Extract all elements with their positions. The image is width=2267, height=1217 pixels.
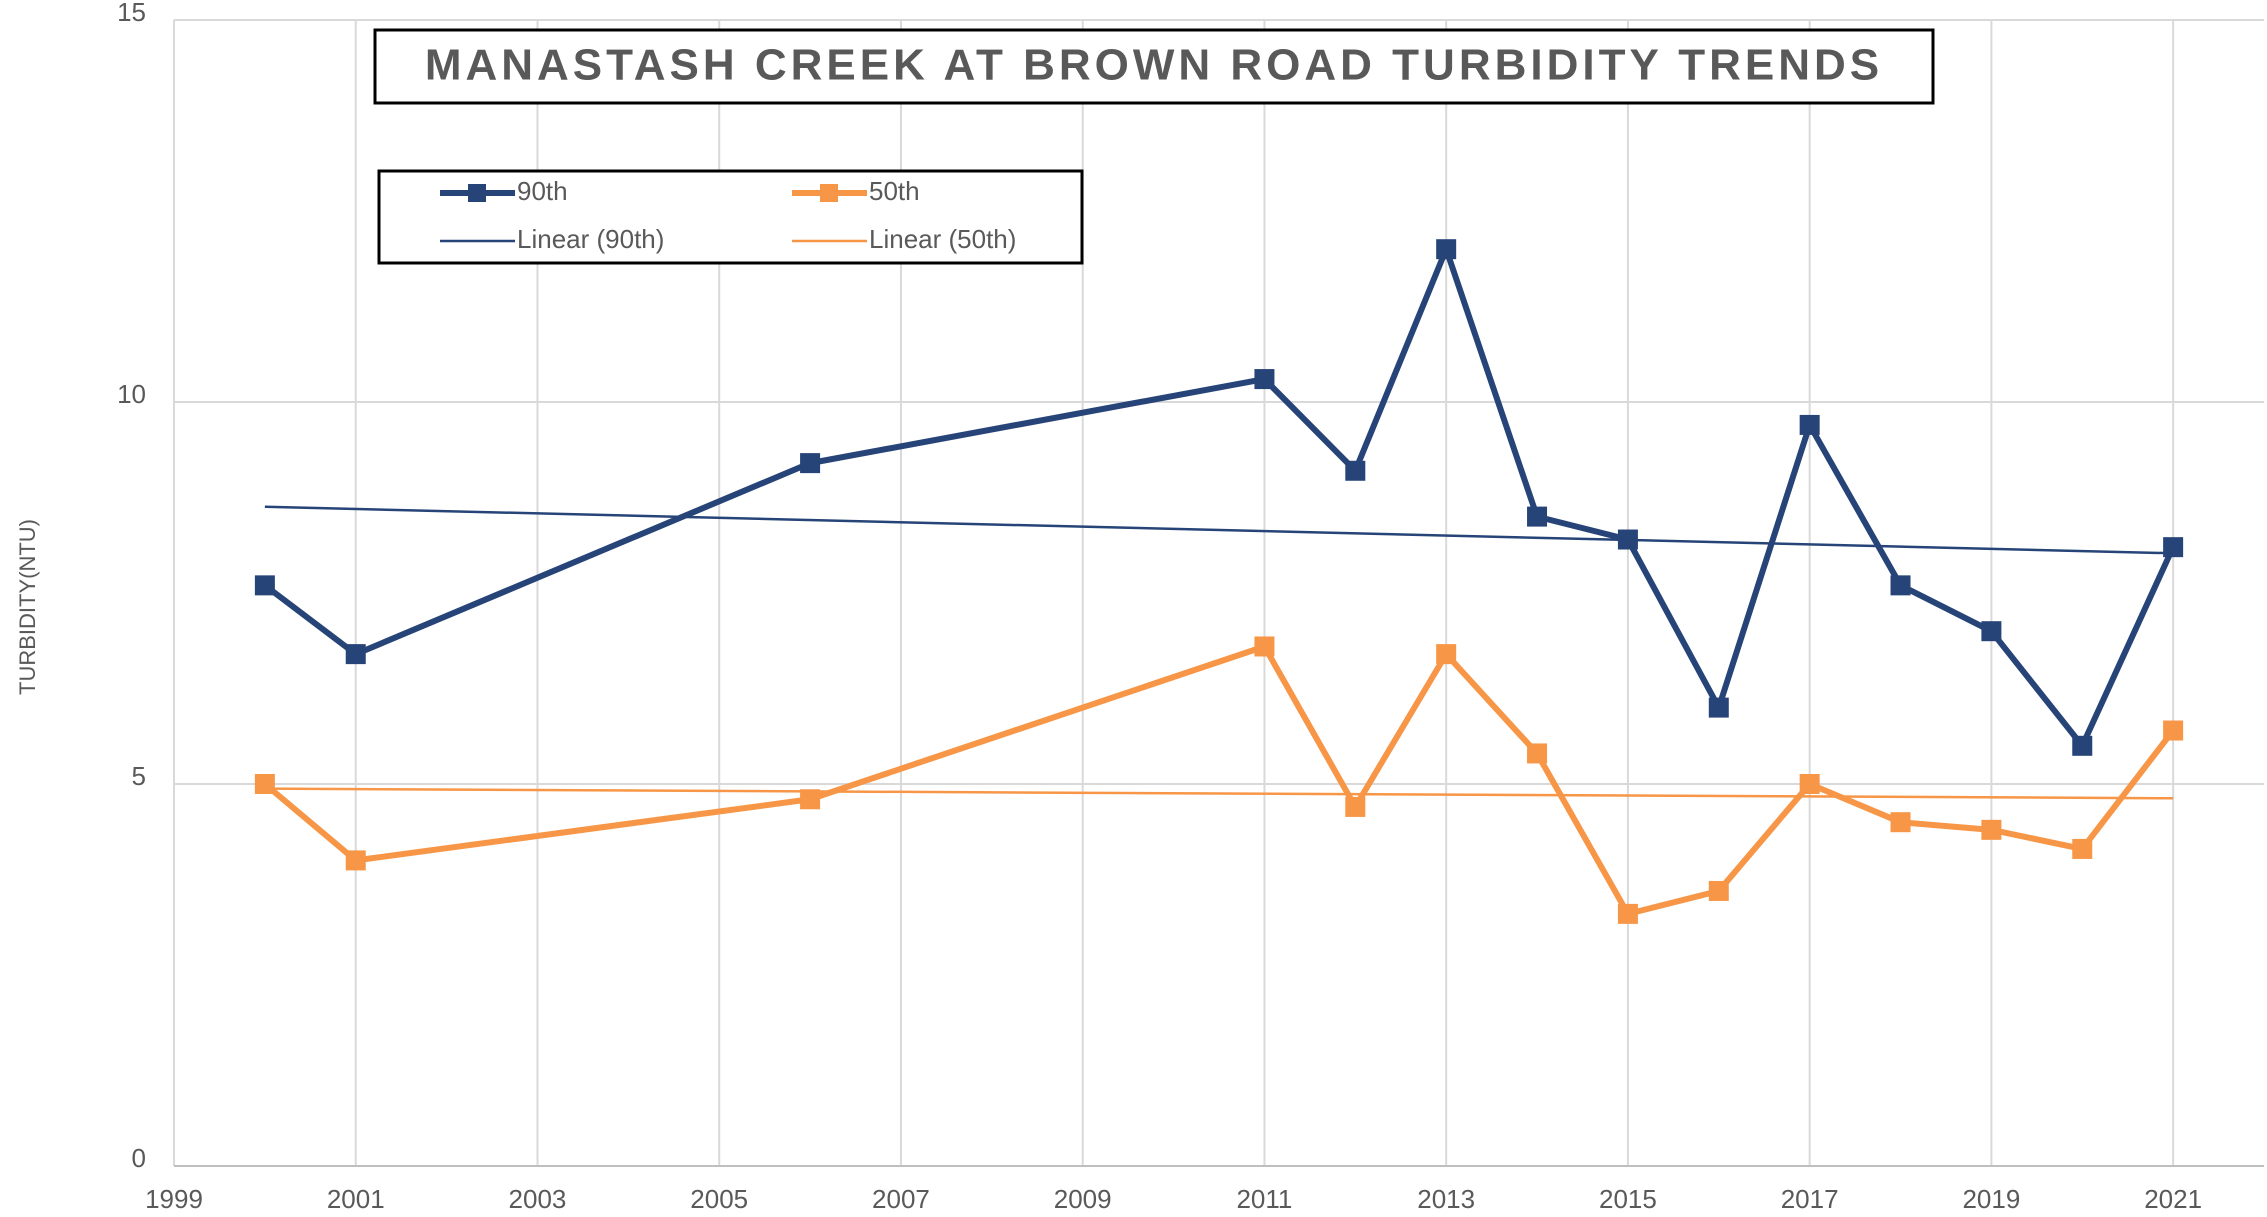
y-axis-label: TURBIDITY(NTU) [15, 519, 40, 695]
marker [1981, 819, 2002, 840]
marker [2072, 735, 2093, 756]
marker [1708, 697, 1729, 718]
marker [1981, 621, 2002, 642]
marker [1890, 812, 1911, 833]
legend-marker [468, 184, 486, 202]
y-tick-label: 5 [132, 761, 146, 791]
grid: 0 5 10 15 1999 2001 2003 2005 2007 2009 2011 2013 20… [117, 0, 2264, 1214]
legend-box [377, 169, 1084, 265]
marker [254, 575, 275, 596]
marker [1345, 796, 1366, 817]
marker [800, 789, 821, 810]
legend-label: Linear (50th) [869, 224, 1016, 254]
marker [1254, 636, 1275, 657]
marker [1799, 774, 1820, 794]
marker [2163, 720, 2184, 741]
y-tick-label: 10 [117, 379, 146, 409]
legend-label: 90th [517, 176, 568, 206]
trendline [264, 787, 2174, 800]
x-tick-label: 2015 [1599, 1184, 1657, 1214]
x-tick-label: 2017 [1781, 1184, 1839, 1214]
marker [1436, 239, 1457, 260]
legend-label: Linear (90th) [517, 224, 664, 254]
series-line [263, 246, 2176, 749]
legend-label: 50th [869, 176, 920, 206]
title-box [373, 28, 1935, 105]
marker [254, 774, 275, 794]
x-tick-label: 2009 [1054, 1184, 1112, 1214]
legend: 90th Linear (90th) 50th Linear (50th) [377, 169, 1084, 265]
marker [1617, 529, 1638, 550]
series-line [262, 643, 2176, 917]
marker [800, 453, 821, 474]
marker [1254, 369, 1275, 390]
y-tick-label: 0 [132, 1143, 146, 1173]
marker [345, 850, 366, 871]
plot [254, 239, 2184, 924]
marker [1527, 743, 1548, 764]
legend-marker [820, 184, 838, 202]
marker [1436, 644, 1457, 665]
x-tick-label: 2001 [327, 1184, 385, 1214]
marker [1527, 506, 1548, 527]
x-tick-label: 2003 [509, 1184, 567, 1214]
marker [2163, 537, 2184, 558]
trendline [264, 505, 2174, 555]
marker [345, 644, 366, 665]
chart-title: MANASTASH CREEK AT BROWN ROAD TURBIDITY … [425, 41, 1883, 90]
y-tick-label: 15 [117, 0, 146, 27]
marker [1890, 575, 1911, 596]
x-tick-label: 2019 [1962, 1184, 2020, 1214]
x-tick-label: 2013 [1417, 1184, 1475, 1214]
marker [2072, 838, 2093, 859]
x-tick-label: 1999 [145, 1184, 203, 1214]
marker [1799, 414, 1820, 435]
x-tick-label: 2011 [1236, 1184, 1292, 1214]
x-tick-label: 2005 [690, 1184, 748, 1214]
marker [1708, 880, 1729, 901]
x-tick-label: 2021 [2144, 1184, 2202, 1214]
marker [1617, 903, 1638, 924]
marker [1345, 460, 1366, 481]
x-tick-label: 2007 [872, 1184, 930, 1214]
